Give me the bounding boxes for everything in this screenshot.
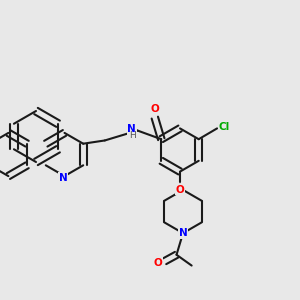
Text: O: O bbox=[150, 104, 159, 114]
Text: H: H bbox=[129, 131, 136, 140]
Text: O: O bbox=[176, 185, 184, 195]
Text: Cl: Cl bbox=[219, 122, 230, 132]
Text: N: N bbox=[178, 228, 188, 238]
Text: N: N bbox=[127, 124, 136, 134]
Text: N: N bbox=[58, 172, 68, 183]
Text: O: O bbox=[154, 258, 162, 268]
